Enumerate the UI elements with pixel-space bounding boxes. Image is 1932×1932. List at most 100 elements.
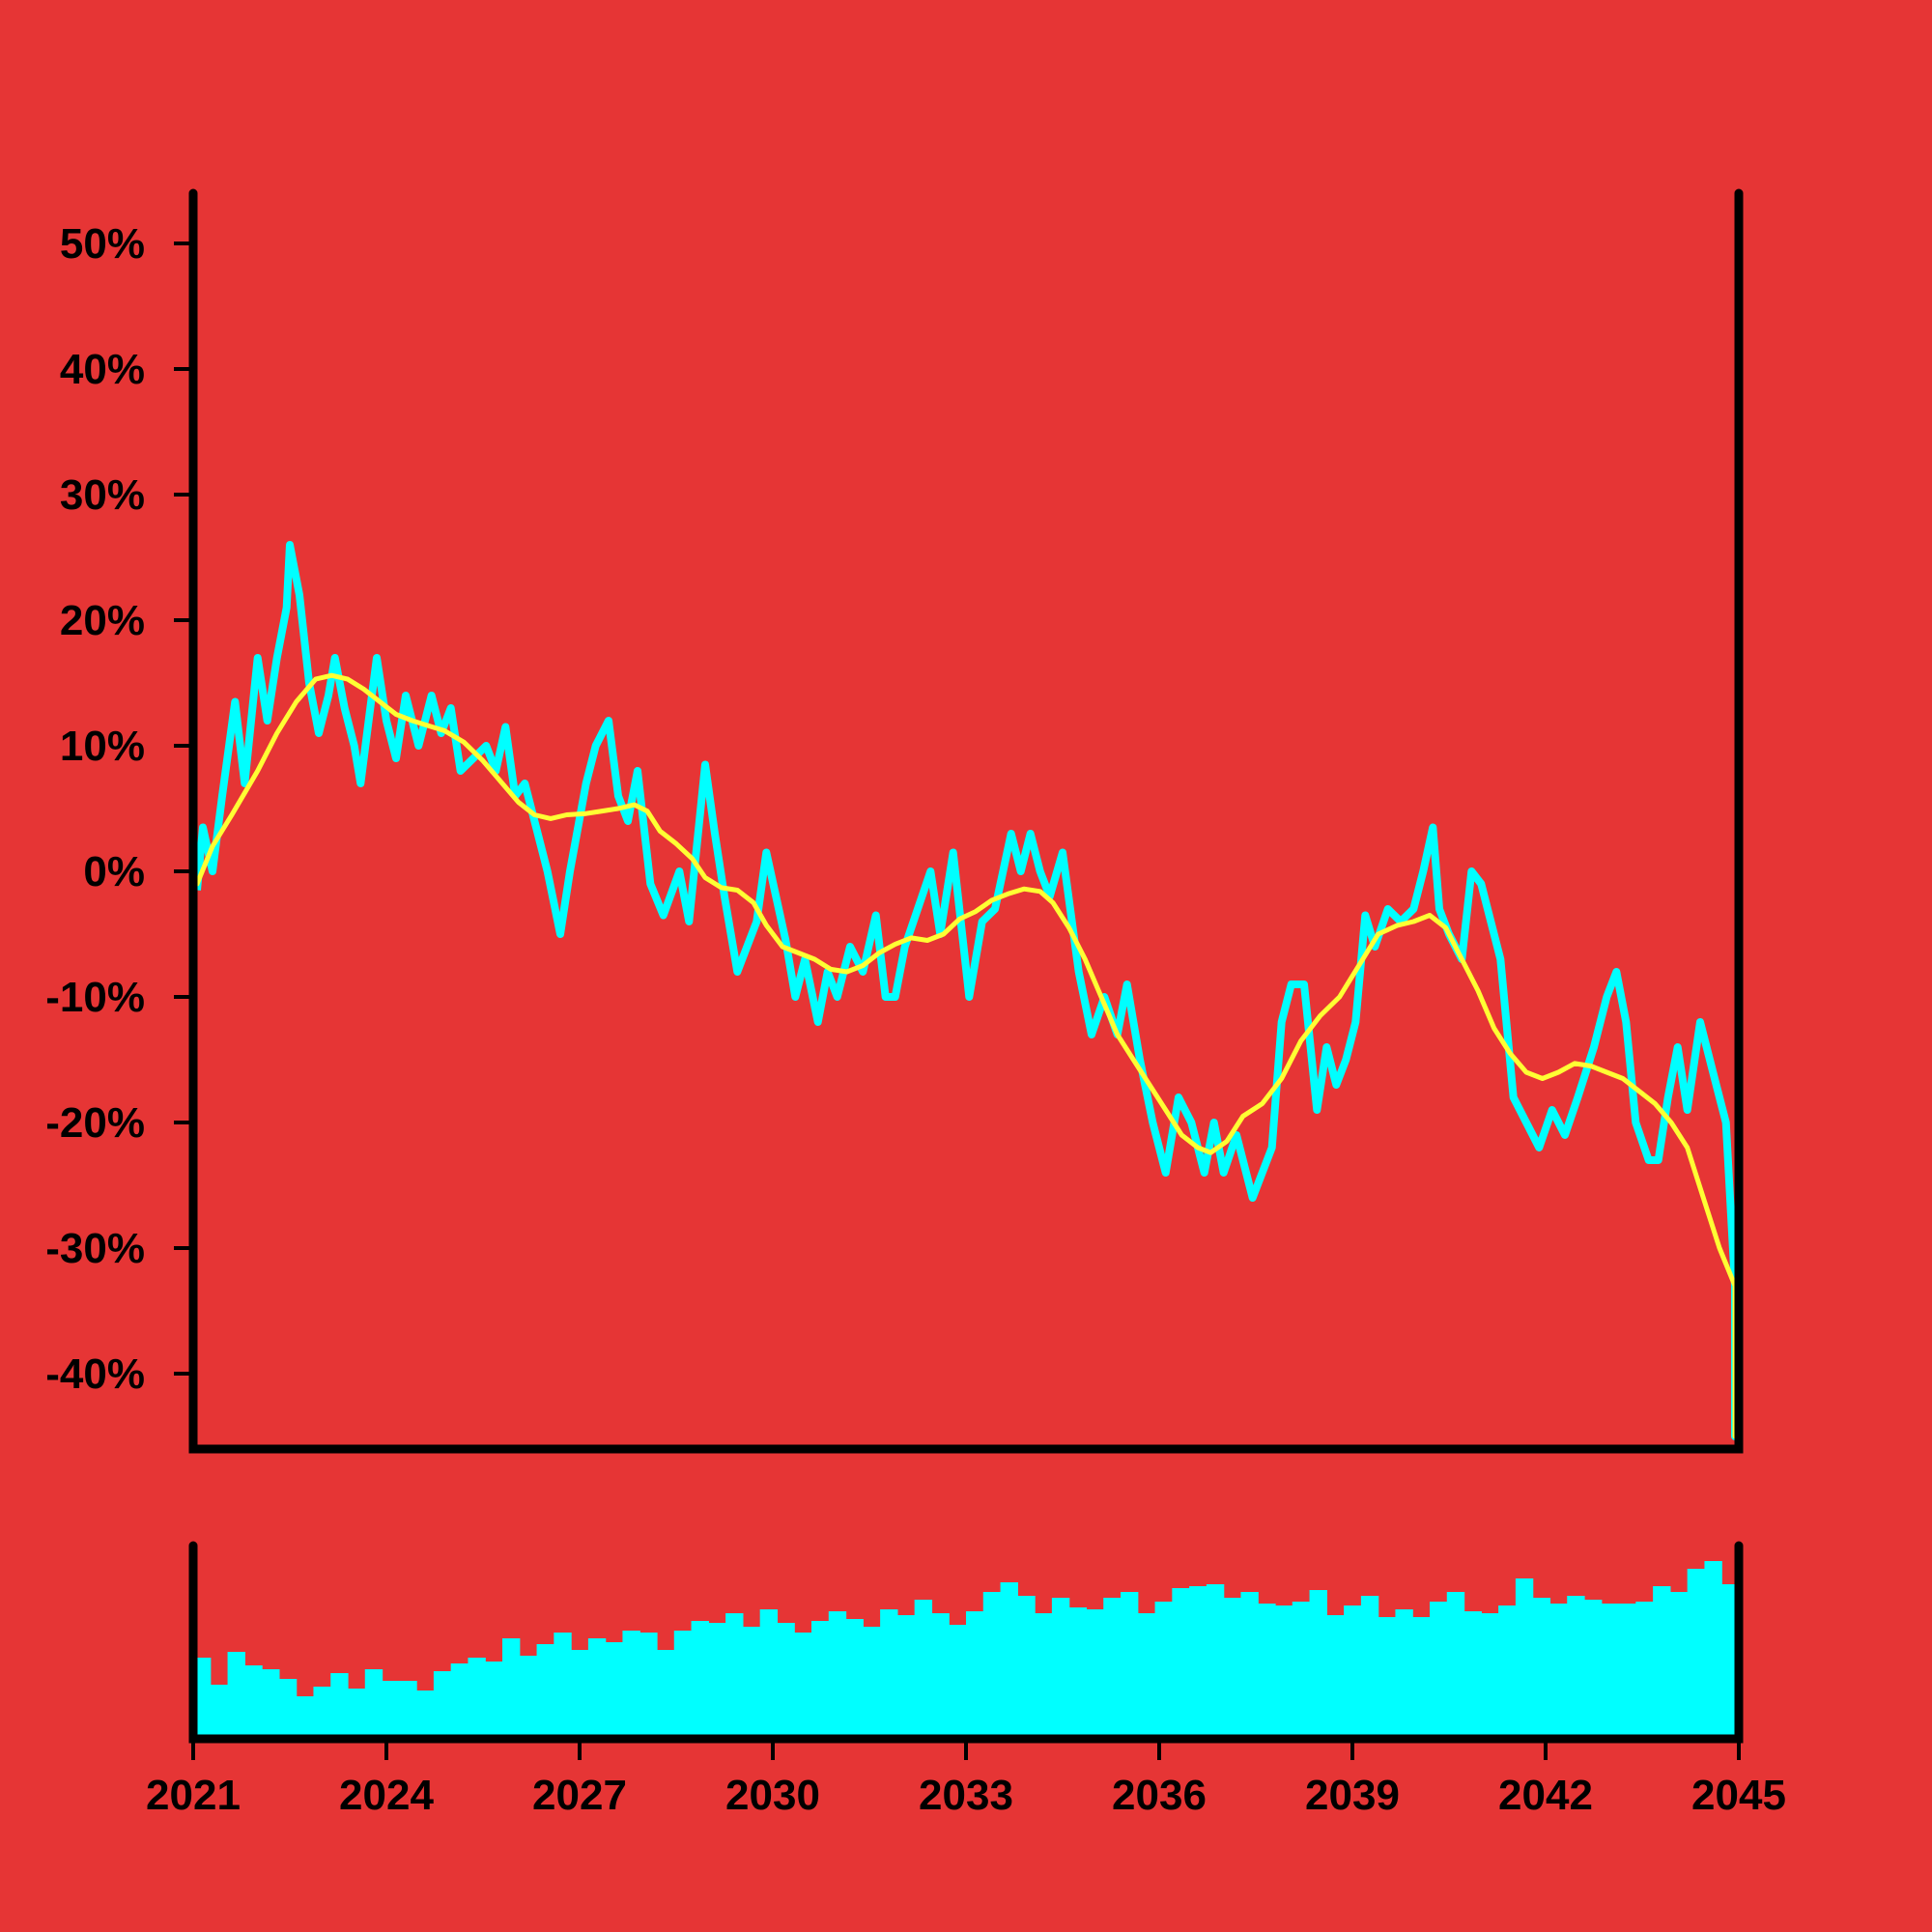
volume-bar [1258,1604,1276,1739]
x-tick-label: 2039 [1305,1772,1400,1819]
volume-bar [639,1633,658,1739]
volume-bar [1412,1617,1431,1739]
y-axis: 50% 40% 30% 20% 10% 0% -10% -20% -30% -40% [45,220,193,1398]
volume-bar [1189,1586,1208,1739]
volume-bars [193,1561,1740,1739]
volume-bar [828,1611,847,1739]
moving-average-line [194,672,1738,1439]
volume-bar [1051,1598,1070,1739]
volume-bar [502,1638,521,1739]
volume-bar [1000,1582,1018,1739]
volume-bar [1532,1598,1551,1739]
price-panel-frame [188,188,1744,1454]
volume-bar [468,1658,486,1739]
volume-bar [863,1627,881,1739]
volume-bar [1035,1613,1053,1739]
volume-bar [244,1665,263,1739]
volume-bar [433,1671,452,1739]
x-tick-label: 2027 [532,1772,627,1819]
volume-bar [1360,1596,1379,1739]
x-tick-label: 2024 [339,1772,434,1819]
x-axis: 2021 2024 2027 2030 2033 2036 2039 2042 2045 [146,1739,1786,1819]
volume-bar [742,1627,761,1739]
volume-bar [364,1669,384,1739]
volume-bar [1687,1569,1706,1739]
volume-bar [605,1642,624,1739]
y-tick-label: 50% [60,220,145,268]
x-tick-label: 2033 [919,1772,1013,1819]
volume-bar [571,1650,589,1739]
volume-bar [673,1631,693,1739]
volume-bar [1068,1607,1088,1739]
volume-bar [794,1633,812,1739]
volume-panel [188,1541,1744,1744]
volume-bar [1584,1600,1603,1739]
volume-bar [296,1696,315,1739]
volume-bar [1172,1588,1190,1739]
x-tick-label: 2036 [1112,1772,1207,1819]
volume-bar [949,1625,967,1739]
volume-bar [450,1663,469,1739]
x-tick-label: 2030 [725,1772,820,1819]
x-tick-label: 2021 [146,1772,241,1819]
volume-bar [1515,1578,1534,1739]
volume-bar [382,1681,400,1739]
price-panel: 50% 40% 30% 20% 10% 0% -10% -20% -30% -40% [45,188,1744,1454]
volume-bar [966,1611,984,1739]
volume-bar [1704,1561,1722,1739]
volume-bar [1309,1590,1327,1739]
volume-bar [227,1652,245,1739]
y-tick-label: 30% [60,471,145,519]
y-tick-label: 0% [83,848,145,895]
volume-bar [1017,1596,1036,1739]
y-tick-label: -30% [45,1225,145,1272]
volume-bar [1635,1602,1654,1739]
volume-bar [1137,1613,1156,1739]
volume-bar [811,1621,830,1739]
volume-bar [1344,1605,1362,1739]
volume-bar [1653,1586,1671,1739]
y-tick-label: 10% [60,723,145,770]
volume-bar [1669,1592,1689,1739]
volume-bar [210,1685,229,1739]
volume-bar [313,1687,331,1739]
volume-bar [880,1609,898,1739]
volume-bar [845,1619,864,1739]
volume-bar [278,1679,298,1739]
volume-bar [914,1600,933,1739]
volume-bar [587,1638,607,1739]
volume-bar [759,1609,779,1739]
volume-bar [1240,1592,1259,1739]
x-tick-label: 2045 [1691,1772,1786,1819]
volume-bar [1326,1615,1345,1739]
volume-bar [399,1681,417,1739]
volume-bar [1154,1602,1173,1739]
volume-bar [1481,1613,1499,1739]
volume-bar [777,1623,795,1739]
volume-bar [896,1615,916,1739]
volume-bar [1223,1598,1242,1739]
volume-bar [554,1633,572,1739]
volume-bar [536,1644,554,1739]
volume-bar [1206,1584,1225,1739]
volume-bar [931,1613,950,1739]
volume-bar [725,1613,744,1739]
volume-bar [1601,1604,1620,1739]
volume-bar [193,1658,212,1739]
volume-bar [657,1650,675,1739]
volume-bar [1378,1617,1397,1739]
volume-bar [1549,1604,1568,1739]
volume-bar [1292,1602,1311,1739]
volume-bar [1498,1605,1517,1739]
price-series-line [193,541,1739,1440]
volume-bar [622,1631,640,1739]
volume-bar [1395,1609,1413,1739]
volume-bar [1275,1605,1293,1739]
y-tick-label: -40% [45,1350,145,1398]
volume-bar [485,1662,503,1739]
volume-bar [1103,1598,1122,1739]
y-tick-label: -10% [45,974,145,1021]
volume-bar [1446,1592,1465,1739]
x-tick-label: 2042 [1498,1772,1593,1819]
